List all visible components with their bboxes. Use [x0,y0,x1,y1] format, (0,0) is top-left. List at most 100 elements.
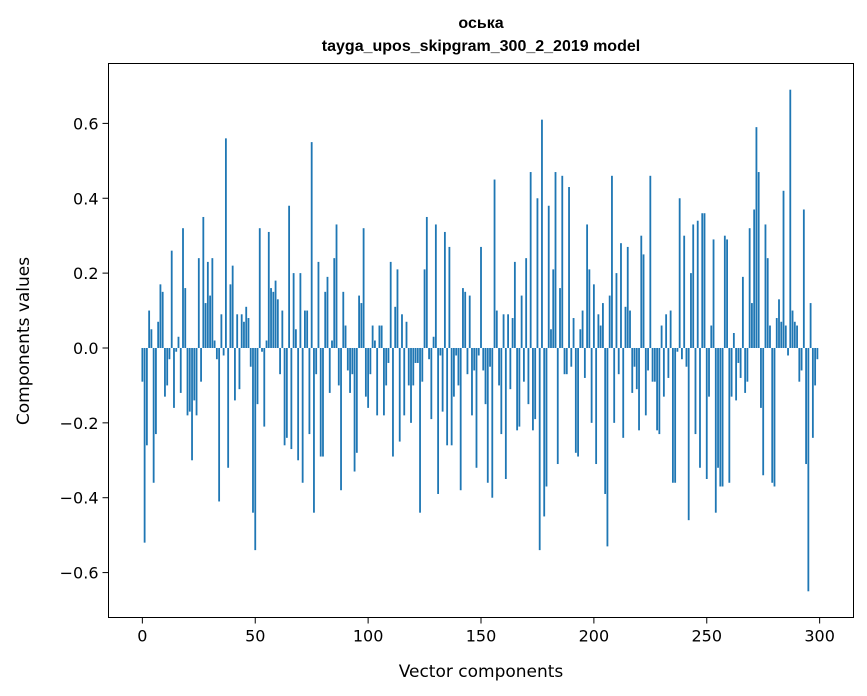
bar [717,347,719,468]
bar [231,265,234,348]
bar [227,347,230,468]
bar [656,347,658,431]
x-tick-label: 200 [579,627,610,646]
bar [565,347,568,375]
bar [800,347,803,371]
bar [179,347,182,393]
bar [364,347,367,397]
bar [281,310,284,348]
bar [477,347,480,356]
bar [425,216,428,348]
bar [301,347,304,483]
bar [362,228,365,348]
bar [522,347,525,382]
bar [615,273,618,348]
bar [574,347,577,453]
bar [464,291,467,348]
bar [757,172,760,348]
bar [337,347,340,386]
bar [511,318,514,348]
bar [182,228,184,348]
bar [644,347,647,416]
bar [611,175,613,348]
bar [256,347,259,405]
bar [213,340,216,348]
bar [730,347,733,397]
bar [304,310,306,348]
y-tick-label: 0.2 [73,264,98,283]
bar [306,310,309,348]
bar [751,303,753,348]
bar [360,303,363,348]
bar [197,258,200,348]
bar [276,299,279,348]
bar [760,347,762,408]
bar [351,347,354,375]
bar [701,213,704,348]
bar [597,314,600,348]
bar [787,347,789,356]
bar [674,347,677,483]
bar [421,347,424,382]
bar [204,303,207,348]
bar [516,347,519,431]
bar [782,190,785,348]
bar [651,347,654,382]
x-tick-label: 0 [137,627,147,646]
bar [340,347,342,491]
bar [344,325,347,348]
bar [741,276,744,348]
bar [748,228,751,348]
bar [583,347,586,378]
bar [265,340,268,348]
bar [188,347,191,412]
bar [509,347,512,390]
bar [407,347,410,386]
bar [669,310,672,348]
bar [568,187,570,348]
bar [714,347,717,513]
bar [811,347,814,438]
bar [789,89,792,348]
bar [315,347,318,375]
bar [396,269,399,348]
bar [202,216,205,348]
bar [141,347,144,382]
bar [299,273,302,348]
bar [525,258,528,348]
x-tick-label: 150 [466,627,497,646]
bar [739,347,742,378]
bar [229,284,232,348]
bar [592,284,595,348]
bar [466,347,469,375]
bar [385,347,388,386]
bar [527,347,530,405]
bar [249,347,252,367]
bar [662,347,665,397]
bar [577,347,579,457]
bar [164,347,166,397]
bar [712,239,715,348]
bar [308,347,311,435]
bar [755,127,758,348]
bar [371,325,374,348]
bar [412,347,415,386]
bar [629,310,631,348]
bar [723,235,726,348]
bar [563,347,566,375]
bar [285,347,288,438]
bar [453,347,455,397]
bar [753,209,756,348]
bar [595,347,598,465]
bar [793,321,796,348]
bar [319,347,322,457]
bar [572,318,575,348]
bar [547,205,550,348]
bar [498,347,500,386]
x-tick-label: 250 [691,627,722,646]
bar [556,347,559,465]
bar [247,318,250,348]
bar [495,310,498,348]
bar [480,246,482,348]
bar [805,347,807,465]
